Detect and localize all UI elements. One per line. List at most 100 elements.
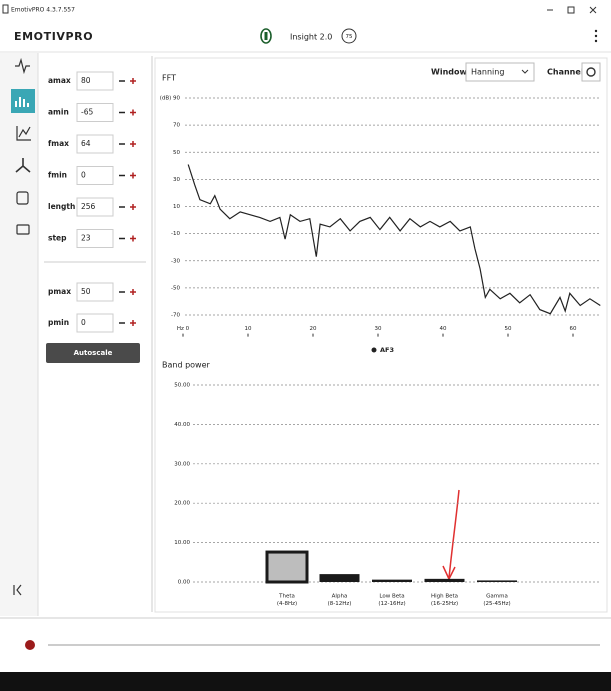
autoscale-label[interactable]: Autoscale	[74, 349, 113, 357]
band-bar[interactable]	[477, 580, 517, 582]
setting-value[interactable]: -65	[81, 108, 93, 117]
window-label: Window	[431, 68, 467, 77]
channel-icon	[586, 67, 596, 77]
y-tick-label: -70	[171, 313, 180, 319]
band-bar[interactable]	[265, 550, 309, 584]
increment-button[interactable]	[130, 289, 136, 295]
setting-value[interactable]: 256	[81, 202, 96, 211]
y-tick-label: (dB) 90	[160, 96, 181, 102]
x-tick-label: Low Beta	[379, 594, 404, 600]
headset-icon[interactable]	[260, 28, 272, 44]
collapse-icon[interactable]	[13, 584, 22, 596]
y-tick-label: 30.00	[174, 461, 190, 467]
x-tick-label: 10	[245, 326, 252, 332]
band-bar[interactable]	[319, 574, 360, 582]
setting-input[interactable]	[76, 313, 114, 333]
y-tick-label: 0.00	[178, 580, 191, 586]
y-tick-label: 30	[173, 177, 180, 183]
x-tick-label: 40	[440, 326, 447, 332]
x-tick-label: 20	[310, 326, 317, 332]
setting-value[interactable]: 64	[81, 139, 91, 148]
menu-dot	[594, 29, 598, 33]
setting-value[interactable]: 0	[81, 318, 86, 327]
recordings-icon[interactable]	[16, 191, 29, 205]
y-tick-label: 10.00	[174, 540, 190, 546]
x-tick-sublabel: (16-25Hz)	[431, 601, 458, 607]
increment-button[interactable]	[130, 141, 136, 147]
x-tick-label: 30	[375, 326, 382, 332]
x-tick-label: Hz 0	[177, 326, 190, 332]
y-tick-label: 20.00	[174, 501, 190, 507]
fft-line	[187, 164, 601, 315]
setting-input[interactable]	[76, 134, 114, 154]
battery-circle	[341, 28, 357, 44]
performance-icon[interactable]	[16, 126, 31, 141]
record-button[interactable]	[25, 640, 35, 650]
x-tick-sublabel: (25-45Hz)	[483, 601, 510, 607]
y-tick-label: 70	[173, 123, 180, 129]
x-tick-label: Alpha	[332, 594, 348, 600]
setting-value[interactable]: 80	[81, 76, 91, 85]
setting-label: amax	[48, 76, 71, 85]
motion-icon[interactable]	[15, 158, 31, 173]
x-tick-sublabel: (8-12Hz)	[328, 601, 352, 607]
setting-input[interactable]	[76, 282, 114, 302]
device-name[interactable]: Insight 2.0	[290, 33, 332, 42]
increment-button[interactable]	[130, 172, 136, 179]
x-tick-label: Gamma	[486, 594, 508, 600]
menu-button[interactable]	[594, 29, 598, 43]
close-button[interactable]	[589, 6, 597, 14]
display-icon[interactable]	[16, 224, 30, 235]
legend-swatch	[371, 347, 377, 353]
setting-input[interactable]	[76, 103, 114, 122]
y-tick-label: -30	[171, 258, 180, 264]
increment-button[interactable]	[130, 204, 136, 210]
setting-input[interactable]	[76, 71, 114, 91]
app-icon	[2, 4, 9, 14]
setting-label: length	[48, 202, 75, 211]
setting-value[interactable]: 0	[81, 171, 86, 180]
increment-button[interactable]	[130, 320, 136, 326]
autoscale-button[interactable]	[46, 343, 140, 363]
x-tick-sublabel: (12-16Hz)	[378, 601, 405, 607]
menu-dot	[594, 34, 598, 38]
y-tick-label: -10	[171, 231, 180, 237]
setting-label: amin	[48, 108, 69, 117]
band-power-title: Band power	[162, 361, 211, 370]
raw-data-icon[interactable]	[15, 57, 30, 75]
battery-level: 75	[346, 34, 353, 40]
channel-button[interactable]	[581, 62, 601, 82]
sidebar	[0, 53, 38, 616]
fft-icon-bars	[15, 97, 29, 107]
channel-label: Channel	[547, 68, 584, 77]
y-tick-label: 40.00	[174, 422, 190, 428]
menu-dot	[594, 39, 598, 43]
setting-label: fmin	[48, 171, 67, 180]
x-tick-label: Theta	[278, 594, 295, 600]
increment-button[interactable]	[130, 78, 136, 84]
fft-title: FFT	[162, 74, 176, 83]
increment-button[interactable]	[130, 235, 136, 242]
increment-button[interactable]	[130, 109, 136, 116]
maximize-button[interactable]	[567, 6, 575, 14]
setting-input[interactable]	[76, 197, 114, 217]
band-bar[interactable]	[424, 578, 465, 582]
setting-value[interactable]: 50	[81, 287, 91, 296]
y-tick-label: 50.00	[174, 383, 190, 389]
window-dropdown[interactable]	[465, 62, 535, 82]
dropdown-chevron	[521, 69, 529, 74]
x-tick-label: High Beta	[431, 594, 458, 600]
setting-label: pmin	[48, 318, 69, 327]
setting-input[interactable]	[76, 229, 114, 248]
band-bar[interactable]	[372, 579, 412, 582]
y-tick-label: 10	[173, 204, 180, 210]
y-tick-label: 50	[173, 150, 180, 156]
setting-value[interactable]: 23	[81, 234, 91, 243]
x-tick-sublabel: (4-8Hz)	[277, 601, 297, 607]
annotation-arrow	[448, 489, 460, 579]
window-title: EmotivPRO 4.3.7.557	[11, 7, 75, 14]
setting-input[interactable]	[76, 166, 114, 185]
window-value[interactable]: Hanning	[471, 68, 504, 77]
